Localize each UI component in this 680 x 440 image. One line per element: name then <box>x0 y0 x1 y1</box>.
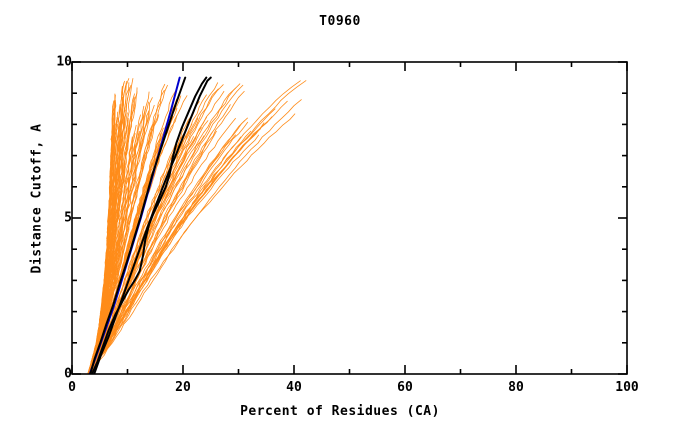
x-tick-label: 100 <box>615 380 639 395</box>
ensemble-curve <box>88 134 237 374</box>
x-tick-label: 80 <box>508 380 524 395</box>
ensemble-curve <box>87 93 136 374</box>
ensemble-curve <box>89 104 121 374</box>
ensemble-curve <box>89 104 231 374</box>
series-layer <box>87 76 307 374</box>
plot-frame <box>71 61 628 375</box>
page-title: T0960 <box>319 14 361 29</box>
ensemble-curve <box>87 96 135 374</box>
highlight-curve-reference-model-black-1 <box>89 76 187 374</box>
x-tick-label: 0 <box>68 380 76 395</box>
ensemble-curve <box>88 135 123 374</box>
x-tick-label: 60 <box>397 380 413 395</box>
ensemble-curve <box>87 84 132 374</box>
y-tick-label: 10 <box>56 54 72 70</box>
ensemble-curve <box>88 90 245 374</box>
x-axis-label: Percent of Residues (CA) <box>240 404 440 419</box>
ensemble-curve <box>87 113 296 374</box>
x-tick-label: 20 <box>175 380 191 395</box>
ensemble-curve <box>87 129 115 374</box>
highlight-curve-reference-model-black-3 <box>93 76 212 374</box>
ensemble-curve <box>88 104 155 374</box>
x-tick-label: 40 <box>286 380 302 395</box>
y-tick-label: 0 <box>64 366 72 382</box>
y-tick-label: 5 <box>64 210 72 226</box>
ensemble-curve <box>89 136 242 374</box>
ensemble-curve <box>89 134 260 374</box>
